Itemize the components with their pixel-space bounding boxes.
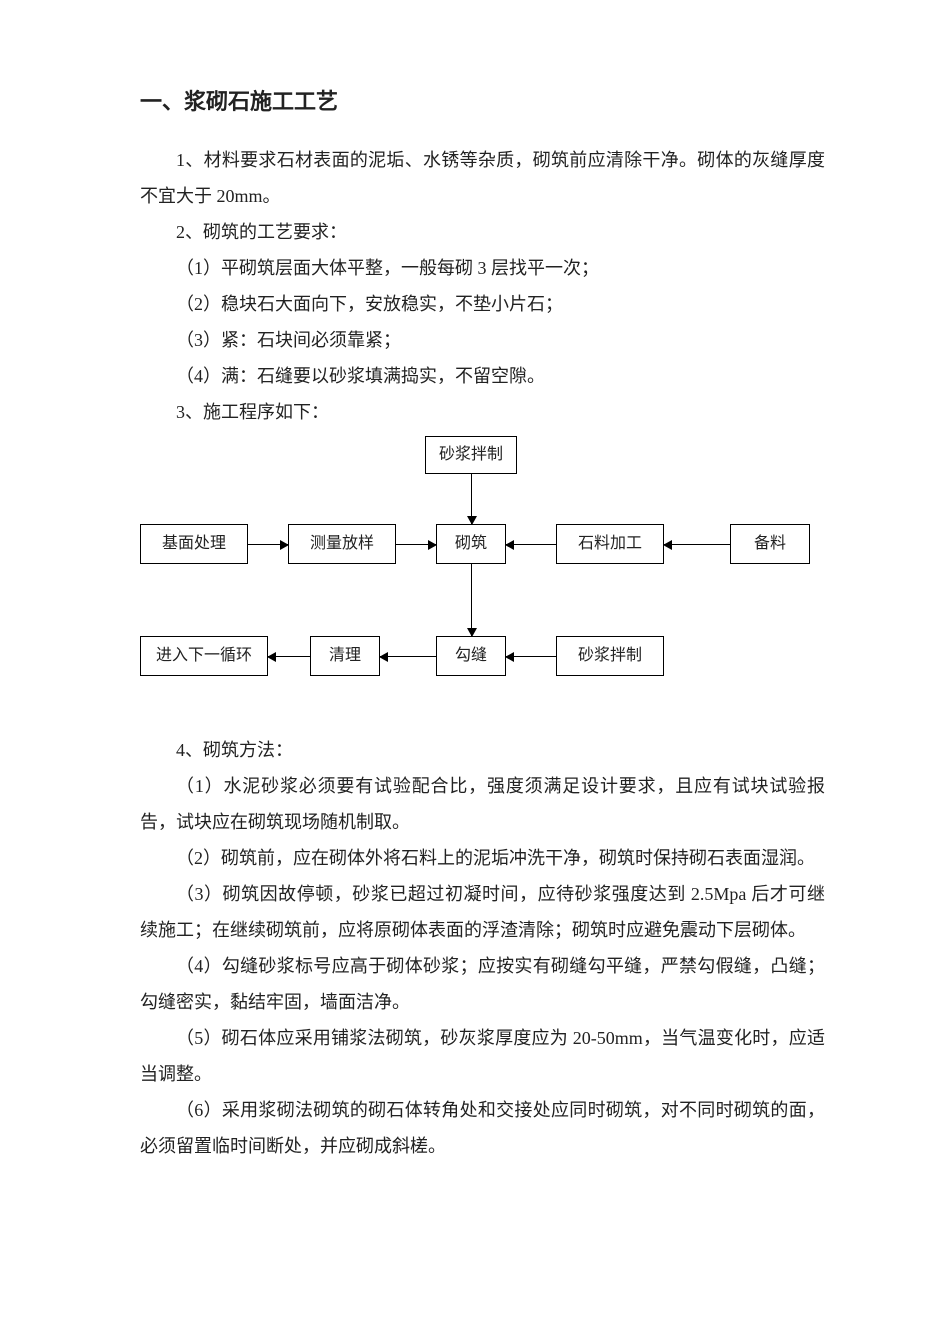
flow-arrow: [471, 474, 472, 524]
paragraph-2-2: （2）稳块石大面向下，安放稳实，不垫小片石；: [140, 286, 825, 322]
flow-arrow: [248, 544, 288, 545]
paragraph-2-3: （3）紧：石块间必须靠紧；: [140, 322, 825, 358]
section-title: 一、浆砌石施工工艺: [140, 80, 825, 124]
flow-node-material-prep: 备料: [730, 524, 810, 564]
flow-node-base-treatment: 基面处理: [140, 524, 248, 564]
paragraph-2-1: （1）平砌筑层面大体平整，一般每砌 3 层找平一次；: [140, 250, 825, 286]
flow-node-mortar-mix-bottom: 砂浆拌制: [556, 636, 664, 676]
flow-arrow: [506, 656, 556, 657]
flow-node-jointing: 勾缝: [436, 636, 506, 676]
paragraph-2: 2、砌筑的工艺要求：: [140, 214, 825, 250]
paragraph-4-5: （5）砌石体应采用铺浆法砌筑，砂灰浆厚度应为 20-50mm，当气温变化时，应适…: [140, 1020, 825, 1092]
paragraph-4-1: （1）水泥砂浆必须要有试验配合比，强度须满足设计要求，且应有试块试验报告，试块应…: [140, 768, 825, 840]
process-flowchart: 砂浆拌制 基面处理 测量放样 砌筑 石料加工 备料 进入下一循环 清理 勾缝 砂…: [140, 436, 860, 726]
flow-arrow: [380, 656, 436, 657]
paragraph-4-2: （2）砌筑前，应在砌体外将石料上的泥垢冲洗干净，砌筑时保持砌石表面湿润。: [140, 840, 825, 876]
flow-node-survey: 测量放样: [288, 524, 396, 564]
flow-node-mortar-mix-top: 砂浆拌制: [425, 436, 517, 474]
flow-arrow: [506, 544, 556, 545]
flow-node-cleanup: 清理: [310, 636, 380, 676]
flow-node-masonry: 砌筑: [436, 524, 506, 564]
paragraph-3: 3、施工程序如下：: [140, 394, 825, 430]
paragraph-2-4: （4）满：石缝要以砂浆填满捣实，不留空隙。: [140, 358, 825, 394]
flow-arrow: [471, 564, 472, 636]
flow-node-next-cycle: 进入下一循环: [140, 636, 268, 676]
flow-arrow: [396, 544, 436, 545]
flow-arrow: [268, 656, 310, 657]
paragraph-1: 1、材料要求石材表面的泥垢、水锈等杂质，砌筑前应清除干净。砌体的灰缝厚度不宜大于…: [140, 142, 825, 214]
flow-node-stone-processing: 石料加工: [556, 524, 664, 564]
flow-arrow: [664, 544, 730, 545]
paragraph-4-3: （3）砌筑因故停顿，砂浆已超过初凝时间，应待砂浆强度达到 2.5Mpa 后才可继…: [140, 876, 825, 948]
paragraph-4-4: （4）勾缝砂浆标号应高于砌体砂浆；应按实有砌缝勾平缝，严禁勾假缝，凸缝；勾缝密实…: [140, 948, 825, 1020]
paragraph-4-6: （6）采用浆砌法砌筑的砌石体转角处和交接处应同时砌筑，对不同时砌筑的面，必须留置…: [140, 1092, 825, 1164]
page-container: 一、浆砌石施工工艺 1、材料要求石材表面的泥垢、水锈等杂质，砌筑前应清除干净。砌…: [0, 0, 945, 1244]
paragraph-4: 4、砌筑方法：: [140, 732, 825, 768]
